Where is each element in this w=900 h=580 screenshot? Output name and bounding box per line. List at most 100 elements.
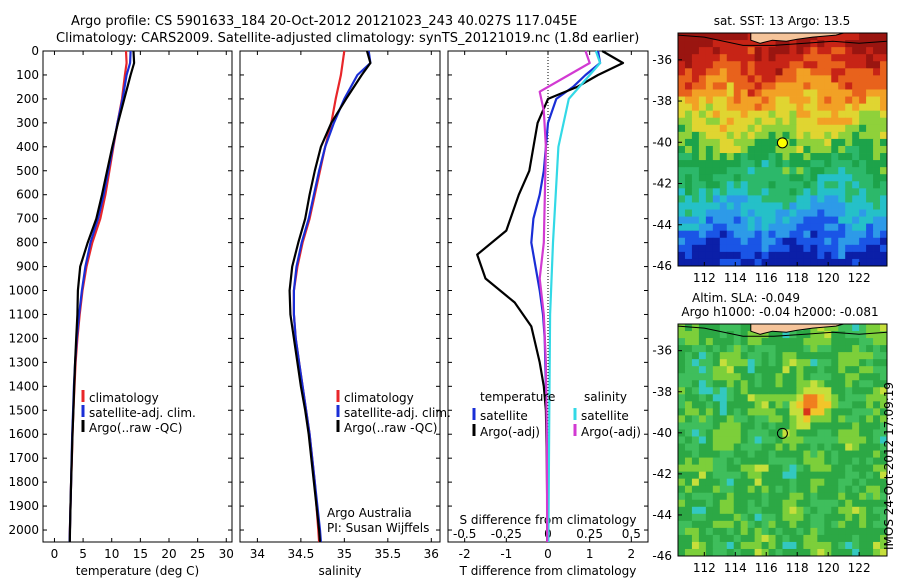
- field-cell: [859, 131, 867, 140]
- field-cell: [880, 89, 888, 97]
- field-cell: [684, 202, 693, 210]
- field-cell: [810, 216, 818, 225]
- field-cell: [831, 96, 839, 105]
- field-cell: [852, 209, 860, 217]
- field-cell: [740, 387, 749, 395]
- field-cell: [852, 33, 860, 41]
- field-cell: [678, 117, 686, 126]
- field-cell: [747, 436, 756, 444]
- field-cell: [712, 117, 721, 126]
- field-cell: [768, 478, 776, 487]
- field-cell: [859, 68, 867, 76]
- field-cell: [796, 450, 804, 458]
- field-cell: [782, 527, 790, 536]
- field-cell: [824, 167, 832, 175]
- field-cell: [768, 174, 776, 182]
- field-cell: [803, 40, 811, 48]
- field-cell: [831, 223, 839, 232]
- field-cell: [684, 216, 693, 225]
- field-cell: [712, 506, 721, 515]
- field-cell: [747, 230, 756, 239]
- depth-tick-label: 2000: [8, 523, 39, 537]
- field-cell: [810, 492, 818, 501]
- field-cell: [782, 202, 790, 210]
- field-cell: [733, 401, 742, 409]
- field-cell: [740, 160, 749, 168]
- field-cell: [747, 527, 756, 536]
- field-cell: [789, 450, 797, 458]
- field-cell: [747, 251, 756, 260]
- field-cell: [740, 89, 749, 97]
- field-cell: [838, 33, 846, 41]
- field-cell: [691, 520, 700, 529]
- field-cell: [873, 89, 881, 97]
- field-cell: [831, 202, 839, 210]
- field-cell: [754, 408, 762, 416]
- field-cell: [733, 443, 742, 451]
- field-cell: [754, 548, 762, 557]
- field-cell: [768, 527, 776, 536]
- field-cell: [712, 209, 721, 217]
- field-cell: [859, 33, 867, 41]
- field-cell: [852, 117, 860, 126]
- field-cell: [705, 160, 714, 168]
- field-cell: [754, 202, 762, 210]
- x-tick-label: 34.5: [288, 547, 315, 561]
- field-cell: [866, 40, 874, 48]
- field-cell: [740, 331, 749, 339]
- field-cell: [845, 89, 853, 97]
- field-cell: [719, 103, 728, 112]
- field-cell: [796, 422, 804, 430]
- field-cell: [740, 237, 749, 246]
- field-cell: [824, 75, 832, 83]
- field-cell: [761, 124, 769, 133]
- field-cell: [880, 485, 888, 494]
- field-cell: [831, 513, 839, 522]
- field-cell: [761, 75, 769, 83]
- field-cell: [789, 352, 797, 360]
- field-cell: [768, 331, 776, 339]
- field-cell: [838, 513, 846, 522]
- field-cell: [691, 117, 700, 126]
- field-cell: [719, 359, 728, 367]
- field-cell: [719, 352, 728, 360]
- field-cell: [712, 324, 721, 332]
- legend-entry: satellite-adj. clim.: [344, 406, 451, 420]
- field-cell: [678, 230, 686, 239]
- field-cell: [698, 195, 707, 203]
- field-cell: [817, 251, 825, 260]
- field-cell: [719, 471, 728, 480]
- field-cell: [803, 117, 811, 126]
- field-cell: [880, 548, 888, 557]
- field-cell: [873, 464, 881, 473]
- field-cell: [726, 145, 735, 154]
- field-cell: [831, 527, 839, 536]
- field-cell: [754, 82, 762, 90]
- field-cell: [698, 153, 707, 161]
- field-cell: [761, 89, 769, 97]
- field-cell: [880, 366, 888, 374]
- field-cell: [698, 82, 707, 90]
- field-cell: [698, 338, 707, 346]
- field-cell: [852, 138, 860, 147]
- field-cell: [859, 181, 867, 189]
- field-cell: [691, 401, 700, 409]
- field-cell: [678, 209, 686, 217]
- field-cell: [782, 345, 790, 353]
- field-cell: [866, 471, 874, 480]
- field-cell: [803, 82, 811, 90]
- field-cell: [761, 145, 769, 154]
- field-cell: [705, 54, 714, 62]
- field-cell: [705, 548, 714, 557]
- field-cell: [705, 138, 714, 147]
- field-cell: [691, 244, 700, 253]
- field-cell: [859, 47, 867, 55]
- field-cell: [873, 527, 881, 536]
- field-cell: [684, 499, 693, 508]
- field-cell: [726, 68, 735, 76]
- field-cell: [838, 499, 846, 508]
- field-cell: [698, 223, 707, 232]
- field-cell: [775, 457, 783, 466]
- field-cell: [852, 251, 860, 260]
- field-cell: [852, 338, 860, 346]
